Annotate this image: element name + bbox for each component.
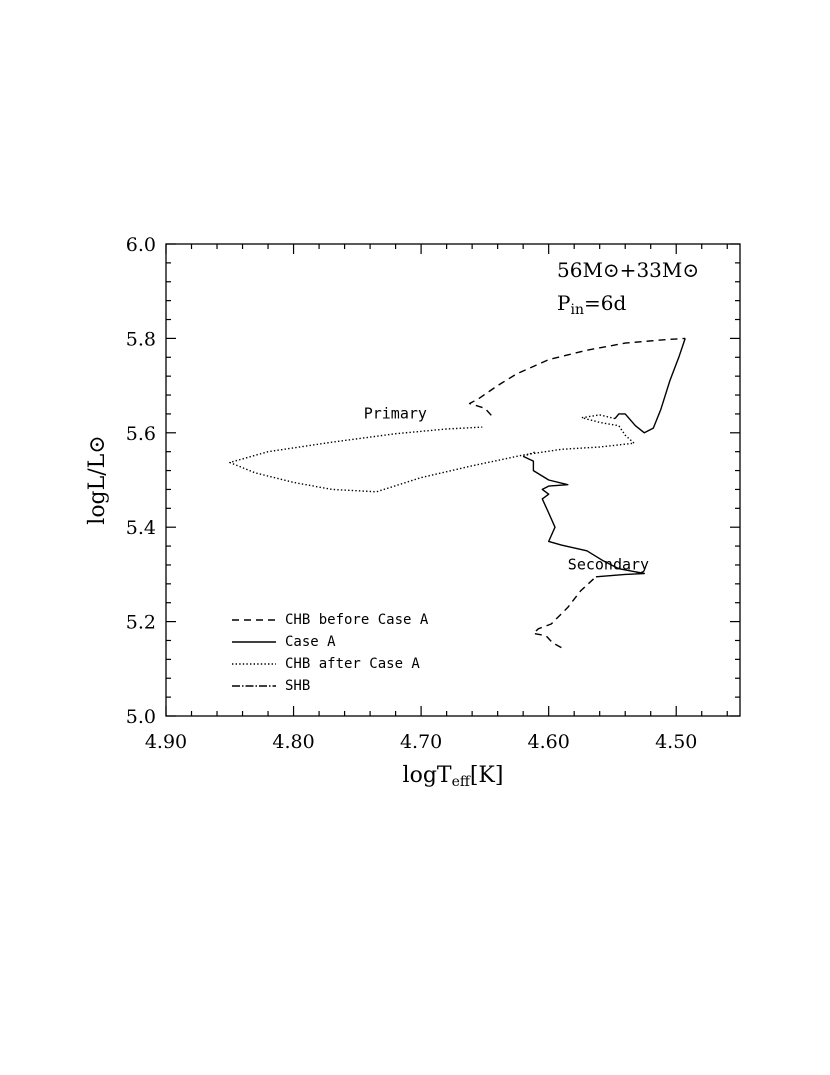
series-line-5	[522, 451, 537, 458]
y-axis-title: logL/L⊙	[85, 435, 110, 524]
x-axis-title-unit: [K]	[470, 763, 504, 788]
x-tick-label: 4.50	[655, 731, 697, 753]
series-line-2	[229, 414, 635, 493]
series-line-0	[468, 337, 686, 416]
plot-frame	[165, 243, 741, 717]
legend-label: CHB after Case A	[285, 656, 420, 672]
curve-label: Secondary	[568, 556, 649, 574]
curve-label: Primary	[364, 405, 427, 423]
series-line-4	[522, 455, 645, 578]
series-layer	[229, 337, 686, 649]
mass-annotation: 56M⊙+33M⊙	[557, 258, 699, 282]
y-tick-label: 5.4	[126, 517, 156, 539]
y-axis-title-text: logL/L⊙	[85, 435, 110, 524]
x-tick-label: 4.80	[272, 731, 314, 753]
x-tick-label: 4.60	[528, 731, 570, 753]
period-annotation: Pin=6d	[557, 291, 626, 318]
x-axis-title-main: logT	[403, 763, 452, 788]
axis-tick-labels: 4.90 4.80 4.70 4.60 4.50 5.0 5.2 5.4 5.6 5.8 6.0	[126, 234, 698, 753]
axis-ticks	[165, 243, 740, 717]
curve-labels: Primary Secondary	[364, 405, 649, 574]
period-annotation-p: P	[557, 291, 570, 315]
x-tick-label: 4.70	[400, 731, 442, 753]
x-tick-label: 4.90	[145, 731, 187, 753]
legend-label: SHB	[285, 678, 310, 694]
legend: CHB before Case A Case A CHB after Case A S…	[232, 612, 429, 694]
x-axis-title-sub: eff	[452, 774, 471, 790]
x-axis-title: logTeff[K]	[403, 763, 504, 790]
y-tick-label: 5.6	[126, 423, 156, 445]
y-tick-label: 6.0	[126, 234, 156, 256]
period-annotation-sub: in	[570, 302, 584, 318]
series-line-3	[532, 576, 597, 649]
period-annotation-value: =6d	[584, 291, 626, 315]
legend-label: CHB before Case A	[285, 612, 429, 628]
y-tick-label: 5.8	[126, 328, 156, 350]
y-tick-label: 5.0	[126, 706, 156, 728]
series-line-1	[614, 338, 686, 434]
y-tick-label: 5.2	[126, 612, 156, 634]
legend-label: Case A	[285, 634, 336, 650]
